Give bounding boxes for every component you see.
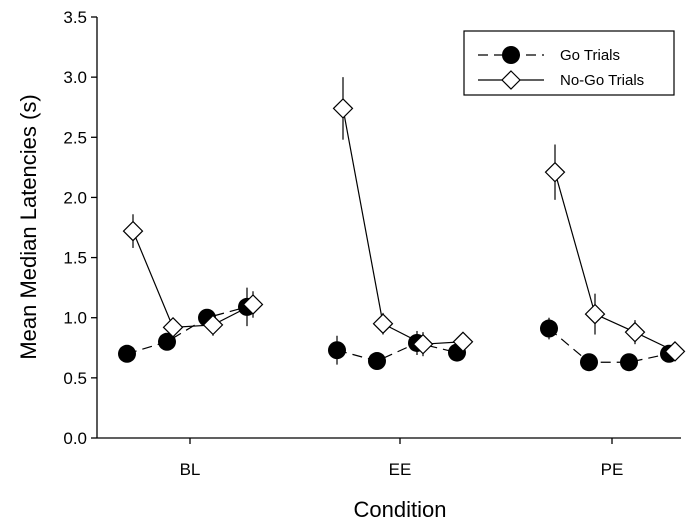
y-tick-label: 2.0 [63,188,87,207]
y-tick-label: 3.0 [63,68,87,87]
x-tick-label: BL [180,460,201,479]
legend: Go Trials No-Go Trials [463,30,675,96]
data-point-nogo [664,341,686,362]
data-point-nogo [122,220,144,242]
x-axis-title: Condition [354,497,447,522]
legend-nogo-marker [501,70,521,90]
y-tick-label: 1.0 [63,309,87,328]
series-no-go-trials [122,77,686,362]
series-line [548,328,670,363]
legend-go-marker [502,46,520,64]
legend-item-nogo: No-Go Trials [478,70,644,90]
data-point-go [580,353,598,372]
data-point-nogo [584,303,606,325]
legend-box [463,30,675,96]
data-point-nogo [332,98,354,119]
data-point-nogo [452,331,474,353]
data-point-go [368,352,386,371]
series-line [342,108,464,345]
data-point-nogo [544,161,566,183]
data-point-nogo [162,316,184,338]
series-go-trials [118,287,678,372]
legend-go-label: Go Trials [560,47,620,64]
legend-nogo-label: No-Go Trials [560,72,644,89]
data-point-nogo [202,314,224,336]
y-tick-label: 0.5 [63,369,87,388]
series-line [126,306,248,355]
data-point-go [118,344,136,363]
data-point-nogo [624,321,646,343]
y-axis: 0.0 0.5 1.0 1.5 2.0 2.5 3.0 3.5 [63,8,98,448]
plot-area [118,77,686,372]
series-line [132,230,254,328]
x-axis: BL EE PE [97,437,681,479]
data-point-go [158,332,176,351]
x-tick-label: EE [389,460,412,479]
y-tick-label: 1.5 [63,249,87,268]
series-line [554,172,676,352]
legend-item-go: Go Trials [478,46,620,64]
y-tick-label: 3.5 [63,8,87,27]
y-tick-label: 0.0 [63,429,87,448]
data-point-go [328,341,346,360]
y-ticks: 0.0 0.5 1.0 1.5 2.0 2.5 3.0 3.5 [63,8,97,448]
data-point-go [540,319,558,338]
y-tick-label: 2.5 [63,128,87,147]
data-point-nogo [242,294,264,315]
series-line [336,342,458,362]
data-point-go [620,353,638,372]
x-tick-label: PE [601,460,624,479]
data-point-nogo [412,333,434,355]
data-point-nogo [372,313,394,335]
y-axis-title: Mean Median Latencies (s) [16,94,41,359]
x-ticks: BL EE PE [180,438,624,479]
